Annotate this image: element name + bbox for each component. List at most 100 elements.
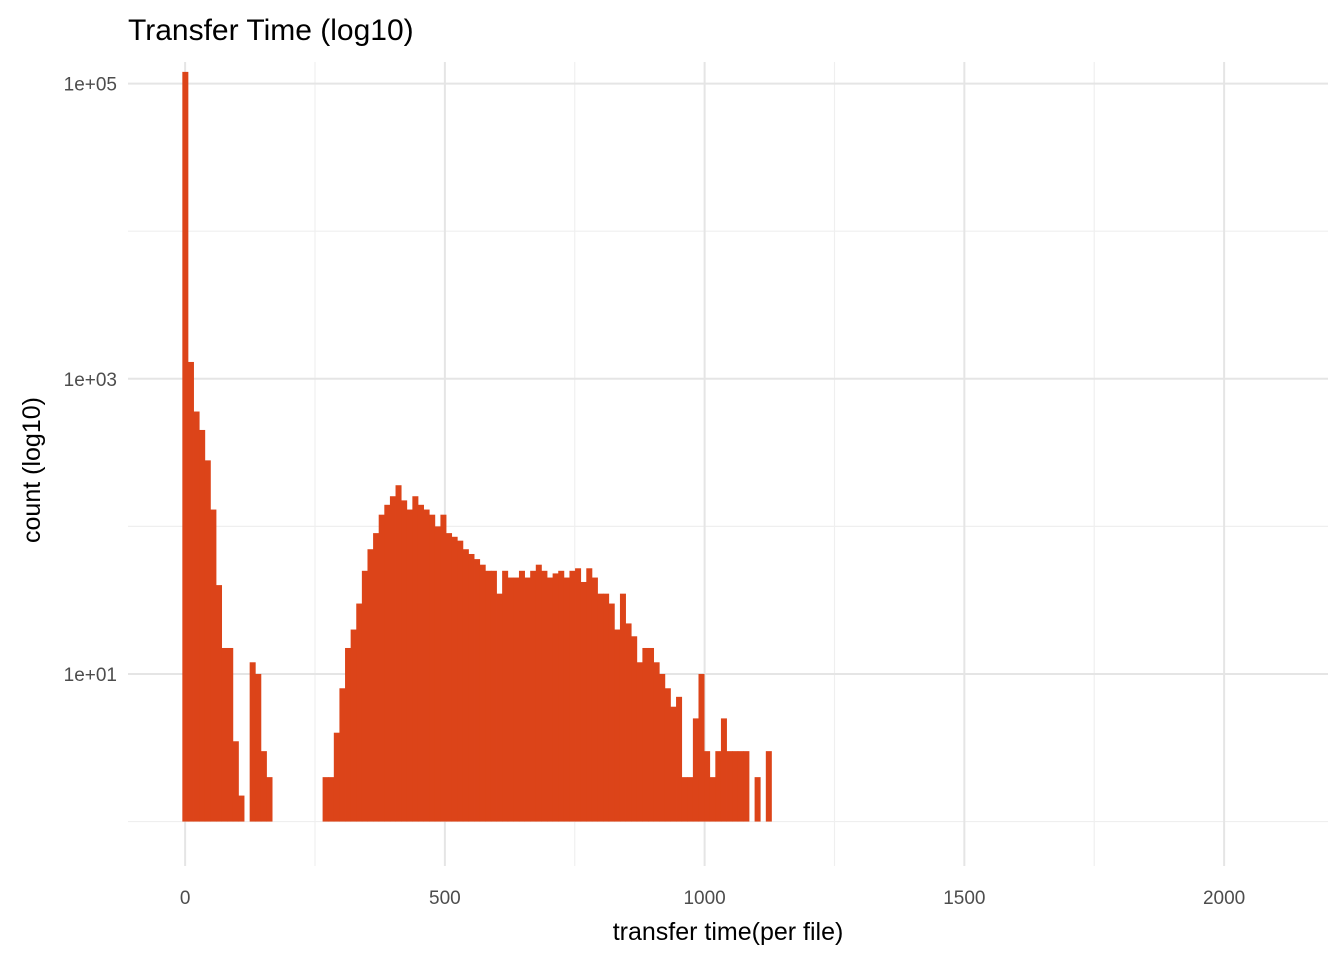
histogram-bar [692, 718, 699, 822]
histogram-bar [479, 564, 486, 822]
grid [128, 62, 1328, 866]
histogram-bar [395, 485, 402, 822]
histogram-bar [378, 514, 385, 822]
histogram-bar [687, 777, 694, 822]
histogram-bar [451, 536, 458, 822]
histogram-bar [260, 751, 267, 822]
histogram-bar [429, 514, 436, 822]
y-tick-label: 1e+01 [64, 665, 117, 686]
histogram-bar [698, 673, 705, 822]
x-tick-label: 1000 [683, 888, 725, 909]
histogram-bar [619, 593, 626, 822]
histogram-bar [614, 629, 621, 822]
histogram-bar [401, 500, 408, 822]
histogram-bar [720, 718, 727, 822]
histogram-bar [709, 777, 716, 822]
histogram-bar [603, 593, 610, 822]
histogram-bar [238, 795, 245, 822]
histogram-bar [507, 577, 514, 822]
histogram-bar [681, 777, 688, 822]
histogram-bar [345, 647, 352, 822]
histogram-bar [446, 533, 453, 822]
histogram-bar [255, 673, 262, 822]
histogram-bar [356, 603, 363, 822]
histogram-bar [552, 573, 559, 822]
histogram-bar [591, 577, 598, 822]
histogram-bar [676, 696, 683, 822]
histogram-bar [558, 570, 565, 822]
histogram-bar [580, 581, 587, 822]
histogram-bar [423, 509, 430, 822]
y-tick-label: 1e+05 [64, 75, 117, 96]
histogram-bar [440, 514, 447, 822]
histogram-bar [535, 564, 542, 822]
chart-title: Transfer Time (log10) [128, 14, 414, 47]
histogram-bar [530, 570, 537, 822]
histogram-bar [664, 688, 671, 822]
histogram-bar [569, 570, 576, 822]
x-tick-label: 500 [429, 888, 461, 909]
histogram-bar [457, 540, 464, 822]
histogram-bar [653, 662, 660, 822]
histogram-bar [625, 623, 632, 822]
histogram-bar [232, 741, 239, 822]
histogram-bar [199, 429, 206, 822]
histogram-bar [648, 647, 655, 822]
histogram-bar [389, 496, 396, 822]
x-tick-label: 2000 [1203, 888, 1245, 909]
histogram-bar [513, 577, 520, 822]
histogram-bar [462, 549, 469, 822]
histogram-bar [547, 577, 554, 822]
y-axis-title: count (log10) [18, 397, 46, 543]
histogram-bar [322, 777, 329, 822]
histogram-bar [524, 577, 531, 822]
x-tick-label: 0 [180, 888, 191, 909]
histogram-bar [249, 662, 256, 822]
x-axis-title: transfer time(per file) [613, 918, 844, 946]
histogram-bar [266, 777, 273, 822]
histogram-bar [333, 732, 340, 822]
histogram-bar [384, 504, 391, 822]
histogram-bar [328, 777, 335, 822]
histogram-bar [636, 662, 643, 822]
histogram-bar [754, 777, 761, 822]
histogram-bar [182, 71, 189, 822]
histogram-bar [412, 496, 419, 822]
histogram-bar [737, 751, 744, 822]
histogram-bar [659, 673, 666, 822]
histogram-bar [361, 570, 368, 822]
histogram-bar [221, 647, 228, 822]
histogram-bar [468, 553, 475, 822]
histogram-bar [631, 636, 638, 822]
x-axis-ticks: 0 500 1000 1500 2000 [180, 888, 1245, 909]
histogram-bar [474, 559, 481, 822]
histogram-bar [204, 460, 211, 822]
histogram-bar [406, 509, 413, 822]
histogram-bar [373, 533, 380, 822]
histogram-bar [216, 585, 223, 822]
histogram-bar [417, 504, 424, 822]
histogram-bar [704, 751, 711, 822]
histogram-bar [670, 706, 677, 822]
y-tick-label: 1e+03 [64, 370, 117, 391]
histogram-bar [563, 577, 570, 822]
histogram-bar [350, 629, 357, 822]
histogram-bar [765, 751, 772, 822]
histogram-bar [642, 647, 649, 822]
histogram-bar [743, 751, 750, 822]
histogram-bar [496, 593, 503, 822]
histogram-bar [490, 570, 497, 822]
histogram-bar [597, 593, 604, 822]
x-tick-label: 1500 [943, 888, 985, 909]
histogram-bar [227, 647, 234, 822]
bars [182, 71, 772, 822]
histogram-bar [187, 361, 194, 822]
histogram-bar [608, 603, 615, 822]
histogram-bar [339, 688, 346, 822]
histogram-bar [575, 568, 582, 822]
histogram-bar [193, 411, 200, 822]
histogram-bar [210, 509, 217, 822]
histogram-bar [502, 570, 509, 822]
histogram-bar [485, 570, 492, 822]
